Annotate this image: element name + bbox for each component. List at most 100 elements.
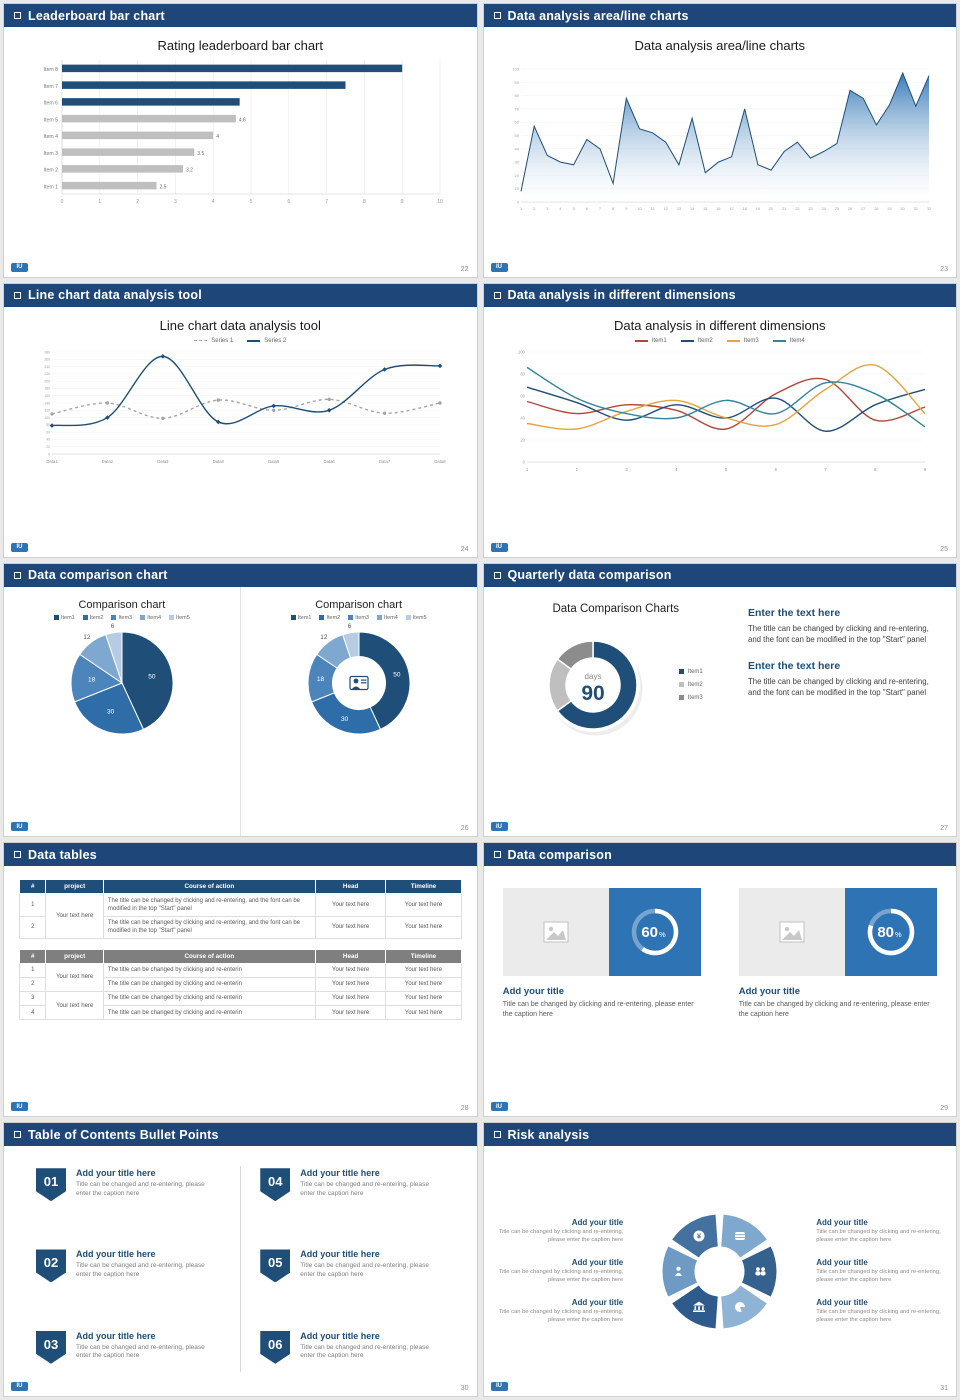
table-cell: The title can be changed by clicking and… bbox=[102, 990, 316, 1007]
risk-text-block: Add your title Title can be changed by c… bbox=[490, 1218, 624, 1244]
square-bullet-icon bbox=[14, 571, 21, 579]
legend-entry: Item3 bbox=[111, 615, 132, 621]
risk-block-caption: Title can be changed by clicking and re-… bbox=[816, 1269, 941, 1283]
svg-text:4: 4 bbox=[675, 467, 678, 472]
svg-text:100: 100 bbox=[512, 67, 519, 72]
item3-swatch bbox=[348, 615, 354, 621]
risk-block-title: Add your title bbox=[816, 1298, 868, 1308]
svg-text:29: 29 bbox=[887, 207, 891, 211]
svg-text:20: 20 bbox=[514, 173, 519, 178]
chart-legend: Series 1 Series 2 bbox=[4, 338, 477, 344]
table-row: 2 The title can be changed by clicking a… bbox=[18, 976, 462, 992]
toc-caption: Title can be changed and re-entering, pl… bbox=[300, 1181, 430, 1197]
svg-text:15: 15 bbox=[703, 207, 707, 211]
page-number: 25 bbox=[940, 545, 948, 553]
svg-text:200: 200 bbox=[45, 379, 51, 383]
table-cell: The title can be changed by clicking and… bbox=[102, 976, 316, 992]
legend-entry: Item5 bbox=[405, 615, 427, 621]
legend-entry: Series 2 bbox=[247, 338, 286, 344]
svg-text:9: 9 bbox=[401, 199, 404, 205]
slide-comparison-pies: Data comparison chart Comparison chart I… bbox=[3, 562, 478, 838]
chart-title: Rating leaderboard bar chart bbox=[157, 38, 324, 53]
legend-label: Item3 bbox=[687, 694, 703, 701]
slide-line-chart-tool: Line chart data analysis tool Line chart… bbox=[3, 282, 478, 558]
slide-logo: IU bbox=[11, 822, 28, 832]
slide-logo: IU bbox=[11, 262, 28, 272]
risk-block-caption: Title can be changed by clicking and re-… bbox=[498, 1309, 624, 1323]
risk-block-title: Add your title bbox=[816, 1258, 868, 1268]
card-caption: Title can be changed by clicking and re-… bbox=[502, 1001, 694, 1019]
svg-text:18: 18 bbox=[742, 207, 746, 211]
chart-legend: Item1 Item2 Item3 Item4 Item5 bbox=[53, 614, 190, 621]
risk-text-block: Add your title Title can be changed by c… bbox=[490, 1258, 624, 1284]
legend-label: Item1 bbox=[687, 668, 703, 675]
toc-caption: Title can be changed and re-entering, pl… bbox=[76, 1181, 205, 1197]
svg-text:3: 3 bbox=[546, 207, 548, 211]
table-cell: Your text here bbox=[314, 1005, 387, 1021]
item4-swatch bbox=[140, 615, 146, 621]
slide-logo: IU bbox=[490, 1381, 508, 1391]
item3-swatch bbox=[111, 615, 117, 621]
svg-text:40: 40 bbox=[514, 146, 519, 151]
svg-text:60: 60 bbox=[520, 393, 525, 398]
svg-text:90: 90 bbox=[581, 682, 604, 705]
table-cell: Your text here bbox=[45, 990, 104, 1021]
svg-text:60: 60 bbox=[46, 430, 50, 434]
slide-header-title: Data analysis area/line charts bbox=[507, 8, 689, 23]
risk-block-title: Add your title bbox=[816, 1217, 868, 1227]
pie-chart-panel: Comparison chart Item1 Item2 Item3 Item4… bbox=[4, 587, 240, 837]
svg-text:12: 12 bbox=[663, 207, 667, 211]
svg-text:11: 11 bbox=[650, 207, 654, 211]
svg-text:0: 0 bbox=[48, 452, 50, 456]
slide-data-tables: Data tables # project Course of action H… bbox=[3, 842, 478, 1118]
toc-item: 04 Add your title here Title can be chang… bbox=[260, 1168, 444, 1233]
svg-text:7: 7 bbox=[325, 199, 328, 205]
percent-panel: 80% bbox=[844, 888, 937, 977]
svg-text:6: 6 bbox=[347, 623, 351, 630]
toc-number-badge: 05 bbox=[260, 1249, 291, 1283]
chart-legend: Item1 Item2 Item3 Item4 Item5 bbox=[290, 614, 427, 621]
page-number: 31 bbox=[940, 1384, 948, 1392]
legend-entry: Item4 bbox=[772, 338, 805, 344]
project-table-blue: # project Course of action Head Timeline… bbox=[18, 879, 462, 939]
legend-label: Item5 bbox=[176, 614, 190, 621]
table-cell: Your text here bbox=[314, 915, 387, 939]
svg-text:1: 1 bbox=[526, 467, 529, 472]
chart-title: Data analysis area/line charts bbox=[634, 38, 806, 53]
page-number: 28 bbox=[460, 1105, 469, 1113]
item1-swatch bbox=[290, 615, 296, 621]
table-row: 2 The title can be changed by clicking a… bbox=[18, 915, 462, 939]
svg-text:100: 100 bbox=[518, 349, 526, 354]
table-cell: Your text here bbox=[385, 915, 462, 939]
toc-item: 01 Add your title here Title can be chang… bbox=[36, 1168, 220, 1233]
table-cell: 4 bbox=[18, 1005, 47, 1021]
toc-item: 06 Add your title here Title can be chang… bbox=[260, 1330, 444, 1396]
svg-text:32: 32 bbox=[927, 207, 931, 211]
square-bullet-icon bbox=[14, 12, 21, 19]
table-cell: Your text here bbox=[314, 962, 387, 978]
toc-title: Add your title here bbox=[300, 1168, 380, 1179]
item3-line-swatch bbox=[726, 339, 740, 342]
svg-text:8: 8 bbox=[363, 199, 366, 205]
chart-title: Data Comparison Charts bbox=[552, 602, 680, 615]
slide-header: Data analysis in different dimensions bbox=[483, 283, 956, 307]
svg-text:27: 27 bbox=[861, 207, 865, 211]
toc-caption: Title can be changed and re-entering, pl… bbox=[76, 1343, 205, 1360]
legend-entry: Item4 bbox=[140, 615, 161, 621]
slide-logo: IU bbox=[11, 542, 28, 552]
table-header-cell: # bbox=[18, 879, 47, 895]
svg-text:2: 2 bbox=[533, 207, 535, 211]
item2-line-swatch bbox=[680, 339, 694, 342]
toc-item: 02 Add your title here Title can be chang… bbox=[36, 1249, 220, 1314]
svg-text:80: 80 bbox=[877, 924, 894, 941]
toc-number-badge: 04 bbox=[260, 1168, 291, 1202]
chart-legend: Item1 Item2 Item3 Item4 bbox=[484, 338, 957, 344]
square-bullet-icon bbox=[493, 571, 501, 579]
svg-text:4: 4 bbox=[212, 199, 215, 205]
legend-label: Item3 bbox=[355, 614, 369, 621]
slide-header-title: Quarterly data comparison bbox=[507, 568, 672, 583]
svg-text:20: 20 bbox=[769, 207, 773, 211]
text-block-heading: Enter the text here bbox=[748, 660, 841, 673]
two-series-line-chart: 0 20 40 60 80 100 120 140 160 180 200 220 240 260 280 D… bbox=[30, 346, 450, 466]
svg-text:6: 6 bbox=[774, 467, 777, 472]
